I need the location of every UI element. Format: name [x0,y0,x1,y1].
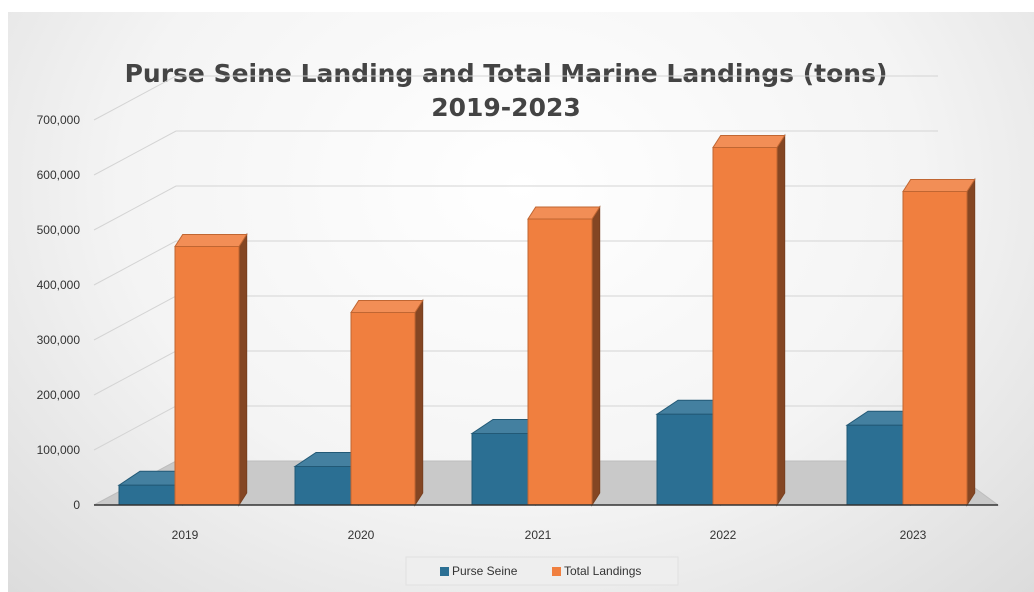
y-tick-label: 500,000 [37,223,81,237]
legend-label: Total Landings [564,564,641,578]
y-tick-label: 100,000 [37,443,81,457]
x-tick-label: 2019 [172,528,199,542]
y-tick-label: 400,000 [37,278,81,292]
bars [117,133,976,507]
bar-total-landings-2022 [712,133,786,507]
y-tick-label: 200,000 [37,388,81,402]
chart-subtitle: 2019-2023 [431,93,581,122]
legend-box [405,556,679,586]
gridline [93,240,938,286]
bar-total-landings-2023 [902,177,976,507]
x-tick-label: 2023 [900,528,927,542]
gridline [93,130,938,176]
legend-label: Purse Seine [452,564,518,578]
chart-title: Purse Seine Landing and Total Marine Lan… [125,59,888,88]
bar-total-landings-2019 [174,232,248,507]
x-tick-label: 2022 [710,528,737,542]
y-tick-label: 700,000 [37,113,81,127]
x-tick-label: 2020 [348,528,375,542]
bar-total-landings-2020 [350,298,424,507]
gridline [93,75,938,121]
axes: 0 100,000 200,000 300,000 400,000 500,000 600,… [37,113,998,542]
y-tick-label: 600,000 [37,168,81,182]
legend: Purse Seine Total Landings [405,556,679,586]
y-tick-label: 300,000 [37,333,81,347]
gridline [93,185,938,231]
chart-area: Purse Seine Landing and Total Marine Lan… [8,12,1034,592]
y-tick-label: 0 [73,498,80,512]
x-tick-label: 2021 [525,528,552,542]
legend-swatch [552,567,561,576]
legend-swatch [440,567,449,576]
bar-total-landings-2021 [527,205,601,507]
chart-svg: Purse Seine Landing and Total Marine Lan… [37,59,1000,586]
